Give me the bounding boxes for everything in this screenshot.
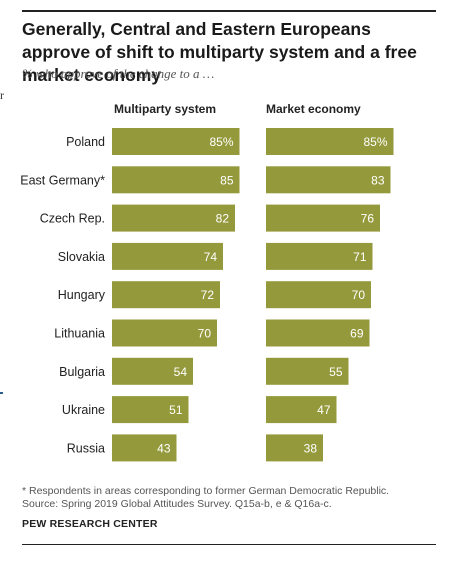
data-label-multiparty: 72 <box>201 288 215 302</box>
bar-multiparty <box>112 434 177 462</box>
category-label: Russia <box>67 441 105 455</box>
data-label-multiparty: 70 <box>198 327 212 341</box>
bar-multiparty <box>112 204 235 232</box>
bar-multiparty <box>112 242 223 270</box>
bar-multiparty <box>112 166 240 194</box>
data-label-market: 47 <box>317 403 331 417</box>
bar-multiparty <box>112 357 193 385</box>
data-label-market: 69 <box>350 327 364 341</box>
category-label: Czech Rep. <box>40 212 105 226</box>
column-header-multiparty: Multiparty system <box>114 102 217 116</box>
bar-multiparty <box>112 319 217 347</box>
data-label-multiparty: 85% <box>209 135 233 149</box>
data-label-multiparty: 51 <box>169 403 183 417</box>
category-label: Bulgaria <box>59 365 105 379</box>
bar-multiparty <box>112 396 189 424</box>
bar-multiparty <box>112 128 240 155</box>
bar-market <box>266 281 371 309</box>
data-label-market: 83 <box>371 173 385 187</box>
bar-multiparty <box>112 281 220 309</box>
data-label-market: 76 <box>361 212 375 226</box>
data-label-market: 55 <box>329 365 343 379</box>
data-label-market: 38 <box>304 441 318 455</box>
edge-link-fragment <box>0 392 3 394</box>
bar-market <box>266 319 370 347</box>
data-label-multiparty: 74 <box>204 250 218 264</box>
data-label-multiparty: 82 <box>216 212 230 226</box>
data-label-multiparty: 54 <box>174 365 188 379</box>
bar-market <box>266 204 380 232</box>
bar-market <box>266 396 337 424</box>
data-label-market: 71 <box>353 250 367 264</box>
source-note: Source: Spring 2019 Global Attitudes Sur… <box>22 498 332 510</box>
chart-title: Generally, Central and Eastern Europeans… <box>22 19 417 85</box>
chart-subtitle: % who approve of the change to a … <box>22 66 215 81</box>
data-label-multiparty: 85 <box>220 173 234 187</box>
category-label: Lithuania <box>54 327 105 341</box>
category-label: Slovakia <box>58 250 105 264</box>
data-label-market: 85% <box>363 135 387 149</box>
category-label: Hungary <box>58 288 106 302</box>
category-label: Ukraine <box>62 403 105 417</box>
bar-market <box>266 357 349 385</box>
footnote: * Respondents in areas corresponding to … <box>22 485 390 497</box>
top-rule <box>22 10 436 12</box>
edge-text-fragment: r <box>0 88 4 102</box>
category-label: East Germany* <box>20 173 105 187</box>
bar-market <box>266 434 323 462</box>
brand-label: PEW RESEARCH CENTER <box>22 518 158 530</box>
bar-market <box>266 166 391 194</box>
bar-market <box>266 128 394 155</box>
bottom-rule <box>22 544 436 545</box>
data-label-multiparty: 43 <box>157 441 171 455</box>
bar-market <box>266 242 373 270</box>
bar-chart: Poland 85% 85% East Germany* 85 83 Czech Rep. 8… <box>20 128 394 462</box>
category-label: Poland <box>66 135 105 149</box>
data-label-market: 70 <box>352 288 366 302</box>
column-header-market: Market economy <box>266 102 361 116</box>
